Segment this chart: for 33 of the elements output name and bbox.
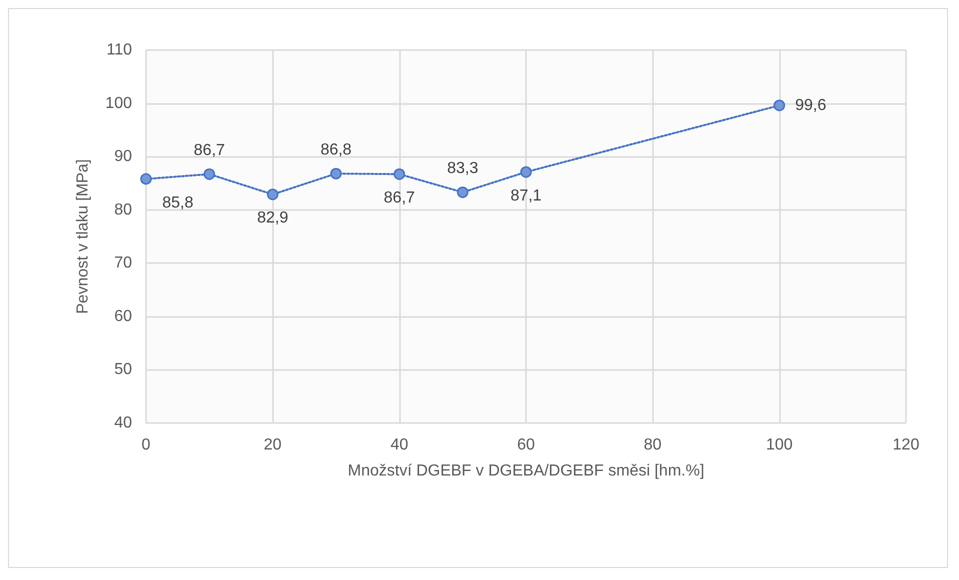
x-tick-label: 80 [644, 436, 662, 454]
x-tick-label: 40 [390, 436, 408, 454]
point [330, 168, 342, 180]
y-tick-label: 60 [114, 308, 132, 325]
point [140, 173, 152, 185]
y-tick-label: 80 [114, 201, 132, 218]
data-label: 86,8 [320, 141, 352, 158]
data-label: 82,9 [257, 210, 288, 227]
point [394, 168, 406, 180]
y-tick-label: 70 [114, 254, 132, 272]
point [774, 100, 786, 112]
data-label: 86,7 [194, 142, 226, 159]
x-tick-label: 120 [892, 436, 920, 454]
data-label: 85,8 [162, 194, 194, 212]
y-tick-label: 50 [114, 361, 132, 378]
y-axis-title: Pevnost v tlaku [MPa] [74, 159, 92, 314]
y-tick-label: 110 [106, 42, 132, 58]
x-tick-label: 20 [264, 436, 282, 454]
point [266, 188, 278, 200]
data-label: 99,6 [795, 96, 826, 114]
x-tick-label: 0 [142, 436, 151, 454]
y-tick-label: 40 [114, 414, 132, 432]
point [204, 168, 216, 180]
data-label: 86,7 [384, 189, 416, 206]
x-tick-label: 100 [766, 436, 793, 454]
y-tick-label: 90 [114, 148, 132, 166]
point [456, 186, 468, 198]
data-label: 87,1 [510, 187, 542, 204]
x-tick-label: 60 [517, 436, 535, 454]
y-tick-label: 100 [105, 94, 132, 112]
data-label: 83,3 [447, 160, 478, 178]
point [520, 166, 532, 178]
x-axis-title: Množství DGEBF v DGEBA/DGEBF směsi [hm.%] [348, 462, 704, 480]
